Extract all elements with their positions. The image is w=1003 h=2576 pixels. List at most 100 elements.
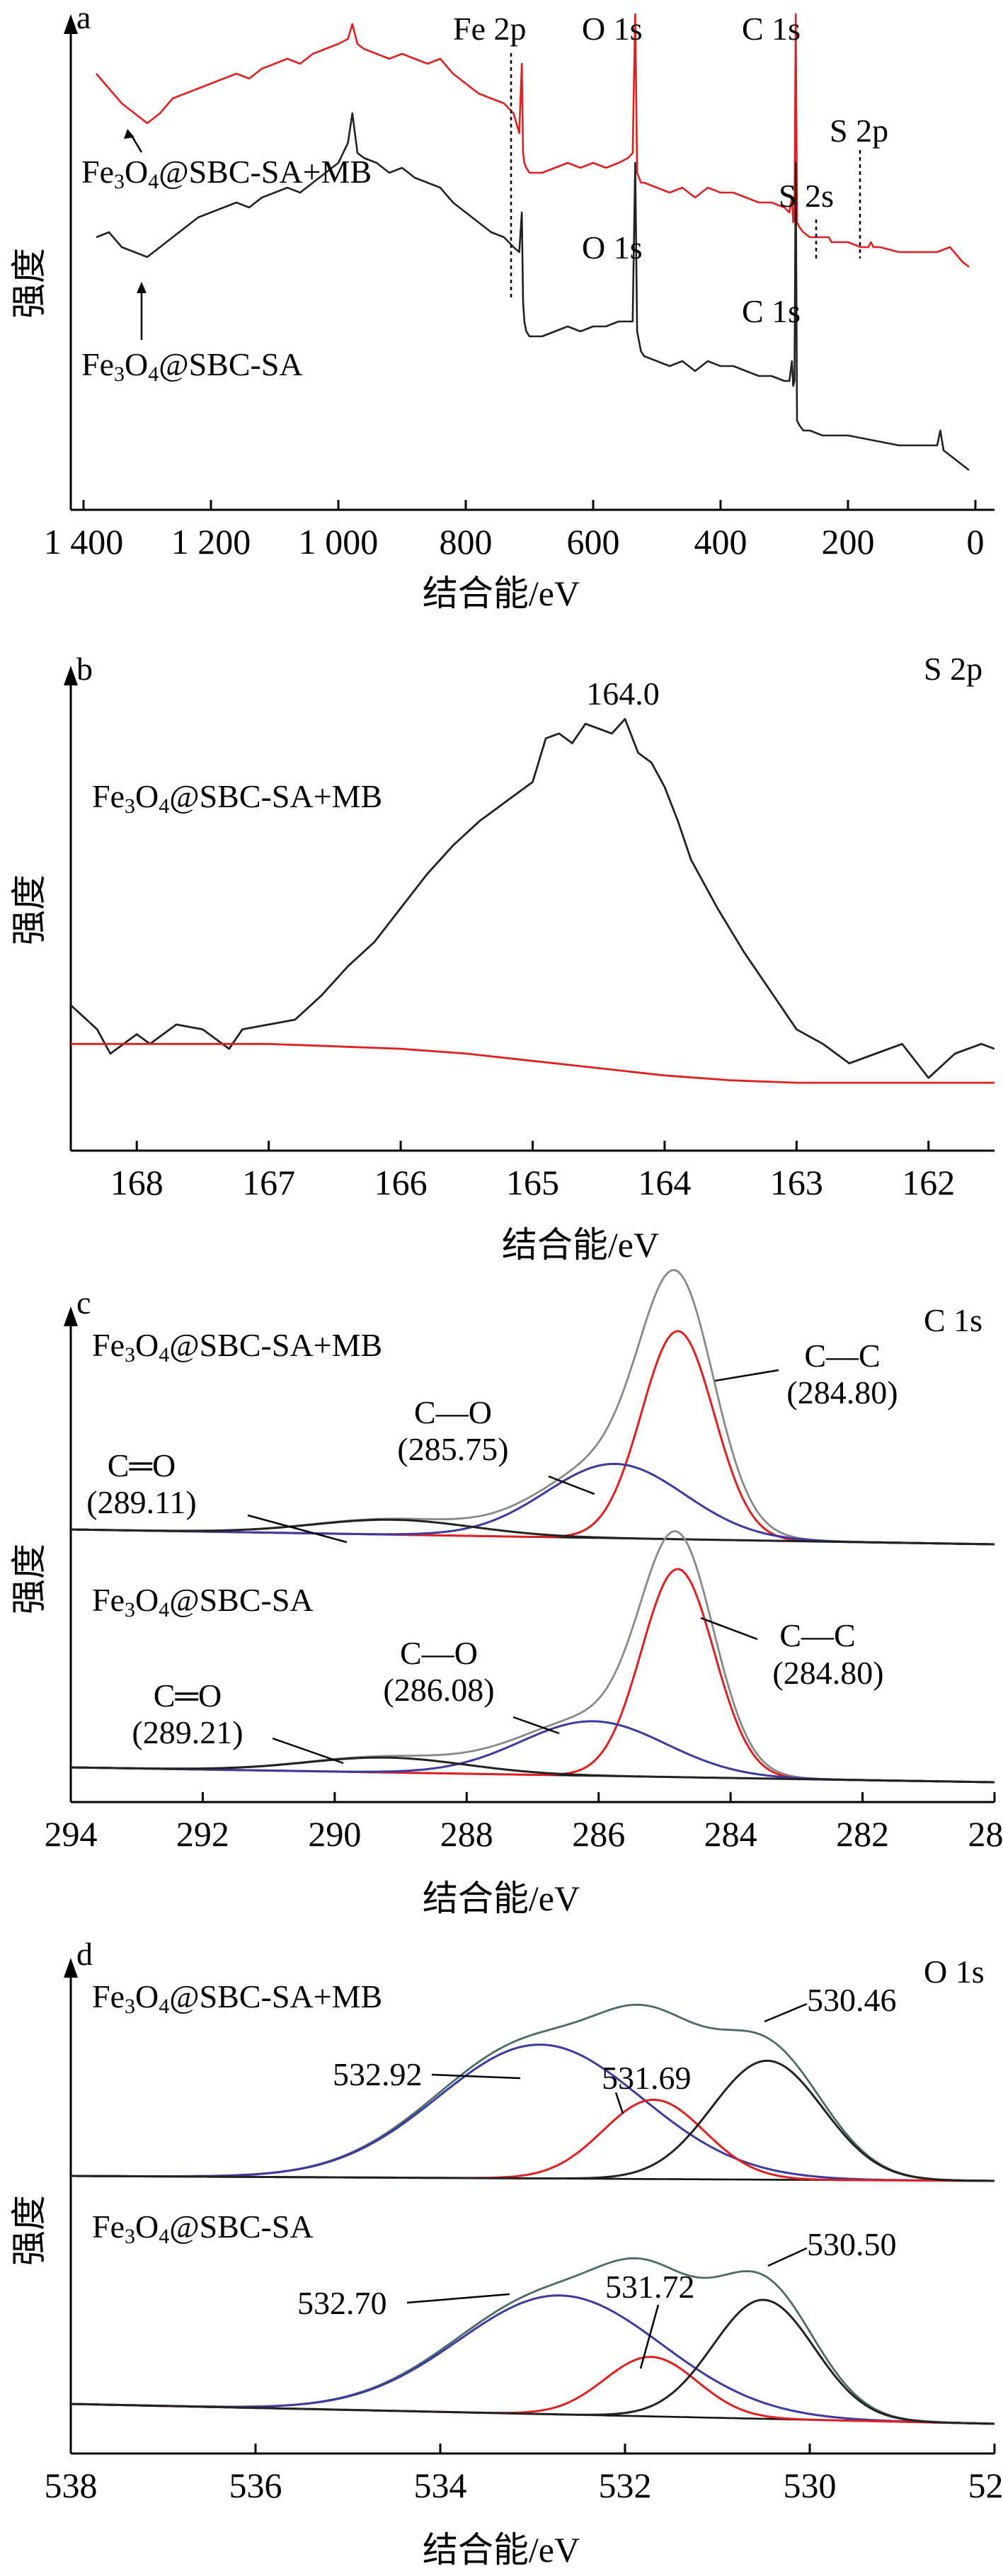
s2p-series-line-1 <box>71 1042 995 1084</box>
panel-c: c C 1s 强度 294 292 290 288 286 284 282 280 结合能/e… <box>9 1269 1003 1918</box>
annotation-cc-value-upper: (284.80) <box>786 1374 898 1410</box>
annotation-co-lower: C—O <box>400 1635 478 1671</box>
arrowhead-mb-a <box>124 129 134 139</box>
panel-title-d: O 1s <box>924 1954 985 1990</box>
x-tick-label: 538 <box>45 2466 98 2505</box>
survey-series-line-0 <box>96 13 970 268</box>
lower-peak-0 <box>70 2294 995 2425</box>
y-axis-label-b: 强度 <box>9 874 49 945</box>
annotation-c1s-mb: C 1s <box>742 11 801 47</box>
series-d <box>70 2003 995 2425</box>
x-ticks-c: 294 292 290 288 286 284 282 280 <box>45 1792 1003 1854</box>
sample-label-sa-c: Fe3O4@SBC-SA <box>92 1582 314 1622</box>
upper-peak-0 <box>71 2044 995 2182</box>
annotation-cc-value-lower: (284.80) <box>772 1655 883 1691</box>
arrow-53172 <box>639 2304 660 2369</box>
x-tick-label: 286 <box>572 1814 625 1854</box>
annotation-c=o-lower: C═O <box>154 1677 222 1714</box>
annotation-cc-lower: C—C <box>779 1617 855 1653</box>
arrow-co-lower <box>512 1716 560 1735</box>
x-tick-label: 282 <box>836 1814 889 1854</box>
x-axis-label-c: 结合能/eV <box>423 1879 580 1918</box>
panel-letter-b: b <box>76 651 93 687</box>
sample-label-sa-d: Fe3O4@SBC-SA <box>92 2209 314 2248</box>
panel-letter-c: c <box>76 1284 91 1321</box>
x-tick-label: 600 <box>567 522 620 562</box>
panel-a: a 强度 1 400 1 200 1 000 800 600 400 200 0 结合能/eV… <box>9 0 995 613</box>
arrow-cc-upper <box>714 1369 779 1382</box>
annotation-s2p: S 2p <box>830 113 888 149</box>
annotation-53292: 532.92 <box>333 2056 423 2092</box>
sample-label-mb-d: Fe3O4@SBC-SA+MB <box>92 1978 382 2018</box>
x-axis-label-a: 结合能/eV <box>423 574 580 613</box>
annotation-co-value-upper: (285.75) <box>397 1431 508 1467</box>
arrow-53292 <box>431 2073 521 2080</box>
x-tick-label: 536 <box>229 2466 282 2505</box>
panel-letter-d: d <box>76 1936 93 1972</box>
upper-envelope <box>71 2003 995 2182</box>
annotation-c=o-value-upper: (289.11) <box>86 1484 196 1520</box>
x-tick-label: 1 000 <box>299 522 379 562</box>
annotation-c1s-sa: C 1s <box>742 293 801 329</box>
annotation-c=o-upper: C═O <box>108 1447 176 1483</box>
arrow-c=o-lower <box>272 1737 344 1765</box>
upper-peak-1 <box>71 2098 995 2182</box>
y-axis-label-c: 强度 <box>9 1544 49 1614</box>
x-tick-label: 528 <box>968 2466 1003 2505</box>
annotation-53046: 530.46 <box>807 1982 897 2018</box>
annotation-53270: 532.70 <box>297 2285 387 2321</box>
arrow-c=o-upper <box>247 1514 348 1544</box>
panel-title-c: C 1s <box>924 1302 982 1338</box>
arrowhead-sa-a <box>137 282 147 293</box>
annotation-c=o-value-lower: (289.21) <box>132 1714 243 1750</box>
annotation-cc-upper: C—C <box>804 1338 880 1374</box>
y-axis-arrow <box>64 1306 78 1326</box>
annotation-53050: 530.50 <box>807 2226 897 2262</box>
x-tick-label: 800 <box>440 522 493 562</box>
annotation-fe2p: Fe 2p <box>453 11 527 47</box>
x-axis-label-b: 结合能/eV <box>502 1225 659 1265</box>
annotation-o1s-sa: O 1s <box>582 229 643 266</box>
x-tick-label: 167 <box>242 1163 295 1202</box>
panel-title-b: S 2p <box>924 651 982 687</box>
x-tick-label: 294 <box>45 1814 98 1854</box>
arrow-cc-lower <box>700 1617 758 1641</box>
panel-b: b S 2p 强度 168 167 166 165 164 163 162 结合能/eV 1… <box>9 651 995 1265</box>
axes-d <box>64 1958 995 2455</box>
y-axis-arrow <box>64 666 78 685</box>
series-b <box>70 718 995 1084</box>
x-tick-label: 400 <box>694 522 747 562</box>
y-axis-arrow <box>64 1958 78 1978</box>
x-tick-label: 200 <box>822 522 875 562</box>
x-tick-label: 1 200 <box>171 522 251 562</box>
annotation-o1s-mb: O 1s <box>582 11 643 47</box>
annotation-co-upper: C—O <box>414 1394 492 1430</box>
x-ticks-a: 1 400 1 200 1 000 800 600 400 200 0 <box>44 500 985 562</box>
x-tick-label: 168 <box>110 1163 164 1202</box>
annotation-53169: 531.69 <box>602 2060 692 2096</box>
x-tick-label: 280 <box>968 1814 1003 1854</box>
annotation-53172: 531.72 <box>605 2269 695 2305</box>
x-tick-label: 534 <box>414 2466 467 2505</box>
annotation-s2s: S 2s <box>779 178 834 214</box>
arrow-53050 <box>767 2247 808 2267</box>
lower-peak-2 <box>70 1756 995 1784</box>
s2p-series-line-0 <box>70 718 995 1079</box>
x-tick-label: 0 <box>967 522 985 562</box>
y-axis-label-a: 强度 <box>9 248 49 319</box>
x-tick-label: 165 <box>506 1163 559 1202</box>
x-tick-label: 162 <box>902 1163 955 1202</box>
series-c <box>70 1269 995 1784</box>
x-ticks-d: 538 536 534 532 530 528 <box>45 2444 1003 2505</box>
sample-label-sa-a: Fe3O4@SBC-SA <box>81 346 303 386</box>
arrow-co-upper <box>548 1475 595 1495</box>
x-tick-label: 292 <box>176 1814 229 1854</box>
x-tick-label: 288 <box>440 1814 493 1854</box>
upper-peak-1 <box>70 1462 995 1546</box>
annotation-co-value-lower: (286.08) <box>383 1672 494 1708</box>
upper-peak-2 <box>70 1518 995 1546</box>
series-a <box>96 13 970 472</box>
x-tick-label: 284 <box>704 1814 757 1854</box>
upper-peak-2 <box>71 2059 995 2182</box>
